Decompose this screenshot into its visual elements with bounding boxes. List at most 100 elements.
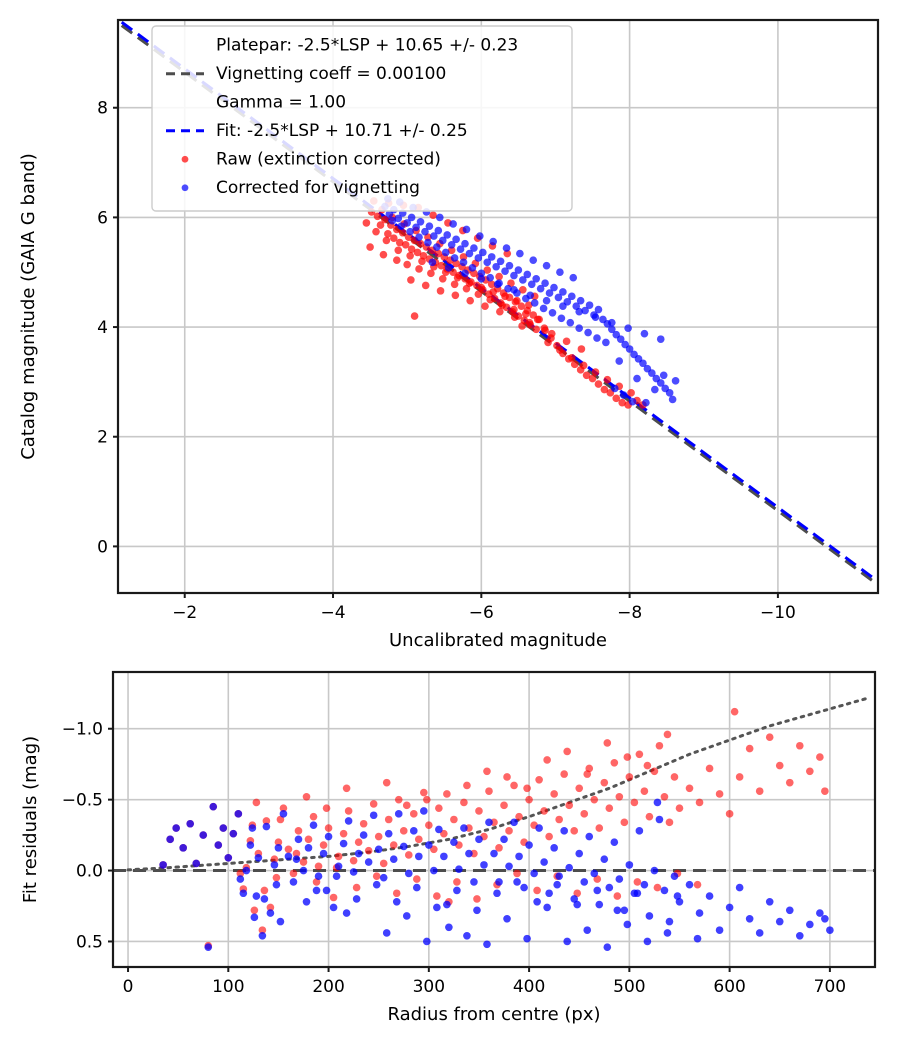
data-point [374, 832, 383, 841]
data-point [555, 815, 563, 824]
data-point [705, 892, 714, 900]
data-point [542, 296, 551, 305]
data-point [461, 239, 469, 248]
data-point [209, 802, 218, 811]
data-point [420, 807, 428, 815]
data-point [550, 844, 558, 852]
data-point [410, 312, 419, 320]
data-point [473, 895, 481, 903]
data-point [438, 236, 447, 245]
data-point [514, 266, 523, 274]
data-point [663, 929, 672, 937]
data-point [416, 239, 425, 248]
data-point [563, 747, 571, 756]
data-point [414, 852, 423, 861]
data-point [236, 875, 245, 883]
data-point [444, 264, 453, 272]
data-point [430, 232, 438, 240]
data-point [450, 838, 458, 846]
data-point [495, 272, 503, 281]
data-point [517, 302, 526, 311]
data-point [585, 301, 594, 309]
data-point [505, 862, 513, 871]
data-point [533, 886, 541, 895]
data-point [179, 844, 187, 852]
axes-fit-residuals: 0 100 200 300 400 500 600 700 0.5 0.0 −0.5 −1.0 Radi… [20, 670, 877, 1025]
data-point [379, 873, 388, 882]
data-point [452, 235, 460, 244]
data-point [399, 842, 408, 851]
data-point [309, 821, 318, 829]
data-point [655, 741, 664, 750]
yaxis-label-fit-residuals: Fit residuals (mag) [20, 736, 41, 903]
data-point [573, 900, 582, 909]
data-point [806, 920, 814, 929]
data-point [434, 226, 443, 235]
data-point [312, 886, 321, 895]
plot-area-photometric-calibration [120, 20, 876, 584]
data-point [575, 784, 584, 793]
data-point [344, 817, 353, 825]
data-point [460, 824, 468, 832]
data-point [573, 889, 582, 898]
data-point [430, 866, 438, 875]
data-point [653, 798, 662, 807]
data-point [627, 389, 635, 397]
data-point [513, 869, 521, 878]
data-point [612, 394, 621, 403]
series-corrected-for-vignetting [159, 798, 834, 951]
data-point [299, 858, 308, 866]
data-point [332, 872, 341, 881]
data-point [423, 795, 431, 804]
data-point [615, 793, 624, 801]
data-point [376, 221, 385, 229]
data-point [673, 892, 682, 900]
data-point [518, 322, 526, 330]
data-point [394, 214, 403, 223]
data-point [526, 291, 535, 300]
data-point [302, 897, 311, 906]
data-point [600, 855, 609, 864]
data-point [675, 804, 684, 812]
data-point [755, 787, 764, 795]
data-point [474, 290, 483, 298]
data-point [159, 861, 167, 869]
data-point [603, 739, 612, 747]
data-point [496, 257, 505, 266]
data-point [645, 912, 654, 920]
data-point [730, 707, 739, 716]
data-point [166, 835, 174, 844]
plot-area-fit-residuals [113, 696, 875, 951]
data-point [443, 790, 451, 798]
data-point [389, 841, 398, 849]
data-point [581, 306, 589, 315]
data-point [685, 784, 694, 793]
data-point [483, 258, 492, 267]
data-point [445, 923, 453, 932]
data-point [252, 798, 261, 807]
data-point [510, 285, 518, 294]
data-point [562, 337, 571, 346]
data-point [542, 261, 551, 270]
data-point [364, 846, 373, 855]
data-point [379, 250, 388, 259]
data-point [423, 937, 431, 946]
data-point [435, 825, 443, 834]
data-point [384, 230, 392, 238]
data-point [515, 812, 523, 821]
data-point [608, 318, 616, 327]
data-point [591, 368, 600, 376]
data-point [575, 849, 584, 858]
data-point [322, 886, 331, 895]
data-point [344, 807, 353, 815]
data-point [533, 897, 541, 906]
data-point [486, 295, 495, 304]
data-point [715, 790, 724, 798]
data-point [557, 314, 566, 323]
data-point [505, 827, 513, 835]
data-point [560, 827, 568, 835]
data-point [366, 243, 374, 251]
data-point [468, 264, 477, 272]
data-point [254, 853, 263, 862]
